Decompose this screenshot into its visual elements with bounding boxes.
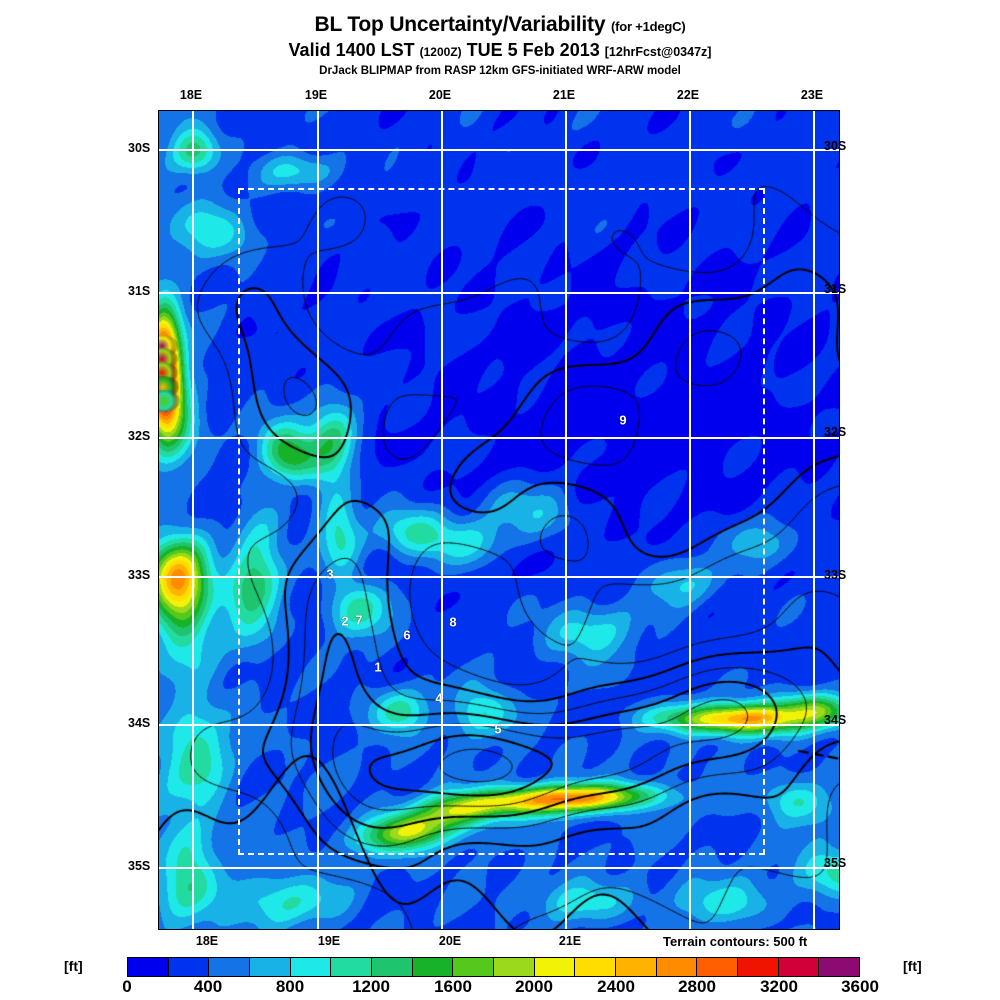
graticule-parallel bbox=[159, 292, 839, 294]
lon-tick-label-top: 21E bbox=[552, 88, 576, 102]
page-title: BL Top Uncertainty/Variability (for +1de… bbox=[0, 13, 1000, 36]
colorbar-tick-label: 1200 bbox=[352, 977, 390, 996]
lat-tick-label-right: 34S bbox=[824, 713, 847, 727]
lon-tick-label-top: 18E bbox=[179, 88, 203, 102]
colorbar-segment bbox=[738, 958, 779, 976]
lon-tick-label-bottom: 19E bbox=[317, 934, 341, 948]
lat-tick-label-right: 31S bbox=[824, 282, 847, 296]
graticule-meridian bbox=[565, 111, 567, 929]
lon-tick-label-top: 19E bbox=[304, 88, 328, 102]
graticule-meridian bbox=[689, 111, 691, 929]
contour-label: 2 bbox=[341, 613, 349, 629]
contour-label: 4 bbox=[435, 690, 443, 706]
colorbar-segment bbox=[128, 958, 169, 976]
graticule-meridian bbox=[192, 111, 194, 929]
contour-label: 7 bbox=[355, 612, 363, 628]
lat-tick-label-left: 35S bbox=[128, 859, 151, 873]
contour-label: 9 bbox=[619, 412, 627, 428]
colorbar-segment bbox=[534, 958, 576, 976]
model-source-text: DrJack BLIPMAP from RASP 12km GFS-initia… bbox=[319, 64, 681, 77]
colorbar-segment bbox=[290, 958, 332, 976]
valid-time-text: Valid 1400 LST bbox=[288, 40, 415, 61]
colorbar[interactable] bbox=[127, 957, 860, 977]
colorbar-tick-label: 3200 bbox=[760, 977, 798, 996]
colorbar-segment bbox=[331, 958, 373, 976]
colorbar-segment bbox=[778, 958, 820, 976]
lat-tick-label-right: 33S bbox=[824, 568, 847, 582]
colorbar-tick-label: 2400 bbox=[597, 977, 635, 996]
colorbar-segment bbox=[575, 958, 617, 976]
colorbar-segment bbox=[168, 958, 210, 976]
title-subtitle: Valid 1400 LST (1200Z) TUE 5 Feb 2013 [1… bbox=[0, 41, 1000, 60]
lat-tick-label-left: 33S bbox=[128, 568, 151, 582]
colorbar-segment bbox=[209, 958, 251, 976]
colorbar-tick-label: 0 bbox=[122, 977, 132, 996]
valid-time-zulu: (1200Z) bbox=[419, 45, 462, 60]
colorbar-segment bbox=[616, 958, 657, 976]
contour-label: 6 bbox=[403, 627, 411, 643]
graticule-parallel bbox=[159, 724, 839, 726]
weather-field-canvas bbox=[159, 111, 839, 929]
lat-tick-label-left: 30S bbox=[128, 141, 151, 155]
colorbar-segment bbox=[250, 958, 291, 976]
forecast-hour-text: [12hrFcst@0347z] bbox=[604, 45, 712, 60]
graticule-parallel bbox=[159, 437, 839, 439]
contour-label: 5 bbox=[494, 721, 502, 737]
colorbar-tick-label: 2000 bbox=[515, 977, 553, 996]
colorbar-segment bbox=[453, 958, 495, 976]
graticule-meridian bbox=[317, 111, 319, 929]
lat-tick-label-right: 32S bbox=[824, 425, 847, 439]
title-block: BL Top Uncertainty/Variability (for +1de… bbox=[0, 0, 1000, 77]
colorbar-segment bbox=[372, 958, 413, 976]
valid-date-text: TUE 5 Feb 2013 bbox=[466, 40, 600, 61]
colorbar-segment bbox=[412, 958, 454, 976]
lon-tick-label-bottom: 21E bbox=[558, 934, 582, 948]
lon-tick-label-bottom: 20E bbox=[438, 934, 462, 948]
graticule-parallel bbox=[159, 867, 839, 869]
graticule-meridian bbox=[813, 111, 815, 929]
contour-label: 1 bbox=[374, 659, 382, 675]
lon-tick-label-top: 20E bbox=[428, 88, 452, 102]
colorbar-tick-label: 400 bbox=[193, 977, 223, 996]
colorbar-unit-right: [ft] bbox=[903, 958, 922, 974]
lat-tick-label-right: 30S bbox=[824, 139, 847, 153]
colorbar-tick-label: 2800 bbox=[678, 977, 716, 996]
lat-tick-label-left: 31S bbox=[128, 284, 151, 298]
lon-tick-label-top: 22E bbox=[676, 88, 700, 102]
colorbar-tick-label: 3600 bbox=[841, 977, 879, 996]
graticule-meridian bbox=[441, 111, 443, 929]
colorbar-unit-left: [ft] bbox=[64, 958, 83, 974]
terrain-contour-note: Terrain contours: 500 ft bbox=[663, 934, 808, 949]
contour-label: 3 bbox=[326, 566, 334, 582]
lat-tick-label-right: 35S bbox=[824, 856, 847, 870]
colorbar-segment bbox=[494, 958, 535, 976]
colorbar-segment bbox=[656, 958, 698, 976]
lat-tick-label-left: 34S bbox=[128, 716, 151, 730]
lat-tick-label-left: 32S bbox=[128, 429, 151, 443]
colorbar-tick-label: 1600 bbox=[434, 977, 472, 996]
inner-domain-box bbox=[238, 188, 765, 855]
graticule-parallel bbox=[159, 149, 839, 151]
title-main-text: BL Top Uncertainty/Variability bbox=[314, 13, 606, 36]
colorbar-segment bbox=[697, 958, 739, 976]
contour-label: 8 bbox=[449, 614, 457, 630]
graticule-parallel bbox=[159, 576, 839, 578]
title-main-suffix: (for +1degC) bbox=[610, 19, 686, 34]
colorbar-tick-label: 800 bbox=[275, 977, 305, 996]
lon-tick-label-bottom: 18E bbox=[195, 934, 219, 948]
colorbar-segment bbox=[819, 958, 860, 976]
lon-tick-label-top: 23E bbox=[800, 88, 824, 102]
